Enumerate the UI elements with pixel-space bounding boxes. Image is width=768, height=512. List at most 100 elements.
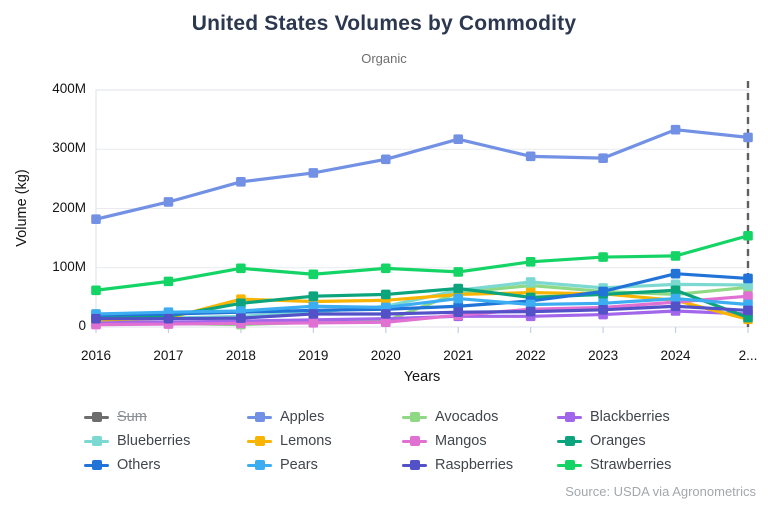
y-tick-label: 0 (78, 318, 86, 333)
series-line-oranges (94, 286, 750, 320)
series-marker-apples (525, 151, 536, 162)
source-note: Source: USDA via Agronometrics (565, 484, 756, 499)
x-tick-label: 2... (738, 348, 758, 363)
series-marker-strawberries (308, 269, 319, 280)
legend-item-label: Avocados (435, 409, 499, 425)
series-marker-apples (163, 197, 174, 207)
legend-series-marker-icon (247, 411, 272, 423)
y-tick-label: 200M (52, 199, 86, 215)
series-marker-strawberries (453, 267, 464, 277)
series-marker-raspberries (163, 313, 174, 324)
y-axis-title: Volume (kg) (14, 169, 30, 247)
legend-item-label: Apples (280, 409, 325, 425)
x-tick-label: 2017 (153, 348, 184, 363)
x-tick-label: 2024 (660, 348, 691, 363)
series-marker-strawberries (598, 252, 608, 262)
series-marker-others (598, 286, 608, 297)
y-tick-label: 100M (52, 258, 86, 274)
series-marker-apples (598, 153, 608, 163)
series-marker-raspberries (308, 309, 319, 319)
legend-item-others[interactable]: Others (84, 457, 247, 473)
x-tick-label: 2016 (80, 348, 112, 363)
x-tick-label: 2021 (443, 348, 474, 363)
x-tick-label: 2018 (225, 348, 256, 363)
series-marker-others (743, 273, 753, 284)
series-line-raspberries (94, 304, 750, 321)
series-marker-raspberries (670, 301, 681, 312)
series-marker-pears (308, 301, 319, 312)
series-marker-blueberries (525, 277, 536, 287)
series-marker-mangos (308, 318, 319, 328)
series-marker-oranges (453, 283, 464, 294)
y-tick-label: 400M (52, 81, 86, 96)
legend-item-label: Blueberries (117, 433, 191, 449)
series-marker-oranges (670, 285, 681, 296)
legend-item-label: Pears (280, 457, 318, 473)
series-marker-strawberries (525, 257, 536, 267)
series-marker-strawberries (163, 276, 174, 287)
chart-subtitle: Organic (361, 51, 407, 66)
series-marker-strawberries (743, 230, 753, 241)
x-axis-title: Years (403, 369, 441, 385)
legend-item-apples[interactable]: Apples (247, 409, 402, 425)
legend-series-marker-icon (84, 411, 109, 423)
series-marker-raspberries (598, 305, 608, 315)
legend-series-marker-icon (557, 435, 582, 447)
series-marker-raspberries (380, 309, 391, 319)
legend-series-marker-icon (402, 411, 427, 423)
legend-item-pears[interactable]: Pears (247, 457, 402, 473)
legend-item-lemons[interactable]: Lemons (247, 433, 402, 449)
legend-series-marker-icon (557, 411, 582, 423)
legend-item-blackberries[interactable]: Blackberries (557, 409, 722, 425)
legend-item-label: Oranges (590, 433, 646, 449)
series-marker-raspberries (91, 313, 101, 324)
series-line-mangos (94, 294, 750, 327)
x-tick-label: 2022 (515, 348, 546, 363)
series-line-pears (94, 296, 750, 316)
series-marker-pears (670, 293, 681, 304)
series-marker-apples (236, 177, 246, 187)
y-tick-label: 300M (52, 140, 86, 156)
series-marker-others (670, 268, 681, 279)
legend-item-sum[interactable]: Sum (84, 409, 247, 425)
x-tick-label: 2023 (588, 348, 619, 363)
legend-series-marker-icon (84, 459, 109, 471)
series-marker-apples (453, 134, 464, 144)
plot-frame (95, 89, 749, 328)
legend-item-label: Raspberries (435, 457, 514, 473)
legend-item-label: Others (117, 457, 161, 473)
series-marker-oranges (236, 298, 246, 309)
series-marker-strawberries (380, 263, 391, 274)
series-marker-strawberries (670, 251, 681, 261)
legend-series-marker-icon (402, 435, 427, 447)
legend-item-label: Strawberries (590, 457, 672, 473)
series-marker-oranges (380, 289, 391, 300)
legend-item-blueberries[interactable]: Blueberries (84, 433, 247, 449)
series-marker-apples (308, 168, 319, 178)
legend: Sum Apples Avocados Blackberries Blueberries… (84, 409, 722, 473)
legend-item-raspberries[interactable]: Raspberries (402, 457, 557, 473)
legend-series-marker-icon (247, 459, 272, 471)
series-marker-pears (453, 293, 464, 304)
legend-series-marker-icon (402, 459, 427, 471)
series-marker-strawberries (236, 263, 246, 274)
x-tick-label: 2020 (370, 348, 401, 363)
series-line-apples (94, 128, 750, 221)
series-marker-raspberries (453, 307, 464, 317)
legend-item-mangos[interactable]: Mangos (402, 433, 557, 449)
legend-item-oranges[interactable]: Oranges (557, 433, 722, 449)
series-marker-raspberries (743, 305, 753, 316)
legend-item-label: Mangos (435, 433, 487, 449)
series-marker-apples (380, 154, 391, 165)
legend-item-strawberries[interactable]: Strawberries (557, 457, 722, 473)
series-marker-mangos (743, 291, 753, 301)
series-marker-raspberries (236, 313, 246, 323)
series-marker-apples (670, 124, 681, 135)
legend-series-marker-icon (557, 459, 582, 471)
legend-item-avocados[interactable]: Avocados (402, 409, 557, 425)
series-marker-apples (743, 132, 753, 143)
legend-series-marker-icon (247, 435, 272, 447)
legend-series-marker-icon (84, 435, 109, 447)
legend-item-label: Blackberries (590, 409, 670, 425)
